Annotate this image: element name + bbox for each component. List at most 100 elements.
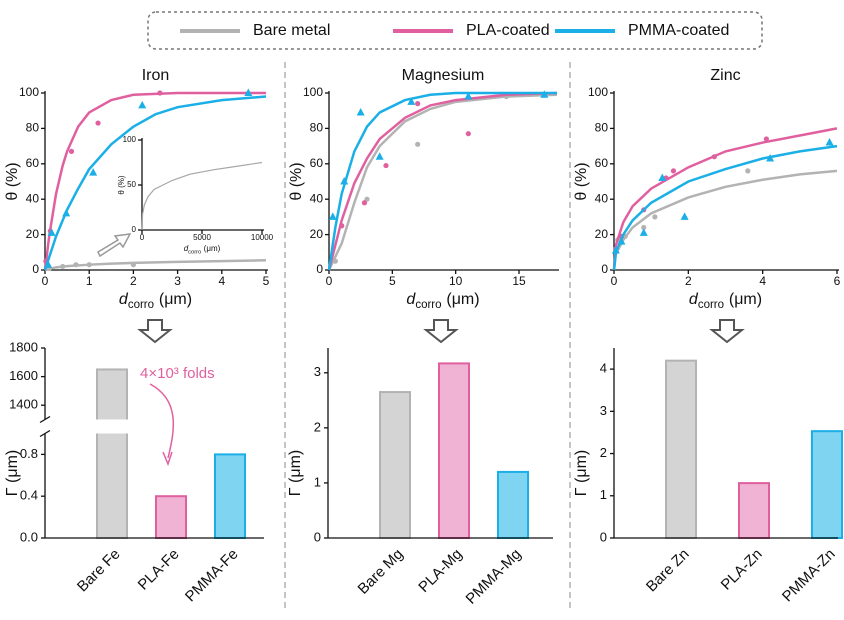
axis-symbol: d [119, 291, 129, 308]
fit-line [44, 259, 267, 272]
y-tick-label: 100 [303, 85, 323, 99]
axis-break-gap [46, 419, 265, 434]
x-tick-label: 6 [834, 274, 841, 288]
x-tick-label: 2 [685, 274, 692, 288]
axis-symbol: d [406, 291, 416, 308]
down-arrow [137, 319, 173, 344]
inset-y-label: θ (%) [117, 175, 126, 194]
point [464, 92, 473, 100]
x-tick-label: 3 [174, 274, 181, 288]
y-tick-label: 3 [600, 403, 607, 418]
down-arrows [97, 233, 745, 344]
axis [44, 91, 268, 271]
fit-line [327, 91, 557, 271]
y-tick-label: 0 [132, 225, 137, 234]
x-tick-label: PMMA-Zn [779, 546, 839, 606]
down-arrow [423, 319, 459, 344]
point [745, 168, 751, 174]
y-tick-label: 40 [595, 191, 609, 205]
axis-unit: (μm) [446, 291, 479, 308]
fit-line [141, 161, 263, 231]
point [138, 100, 147, 109]
x-tick-label: PLA-Zn [718, 546, 766, 594]
point [130, 262, 136, 268]
y-axis-label: Γ (μm) [573, 450, 590, 496]
x-tick-label: 10000 [251, 233, 274, 242]
point [340, 177, 349, 185]
down-arrow [709, 319, 745, 344]
point [658, 173, 667, 181]
y-tick-label: 20 [310, 227, 324, 241]
y-tick-label: 0 [316, 262, 323, 276]
point [641, 224, 647, 231]
x-tick-label: PMMA-Mg [463, 546, 525, 608]
axis-label: dcorro (μm) [406, 291, 479, 311]
x-tick-label: 1 [86, 274, 93, 288]
y-tick-label: 1 [314, 474, 321, 489]
axis-unit: (μm) [159, 291, 192, 308]
point [680, 212, 689, 220]
legend-label: Bare metal [253, 22, 330, 39]
point [68, 148, 75, 155]
y-tick-label: 40 [310, 191, 324, 205]
point [86, 262, 92, 268]
y-tick-label: 0 [32, 262, 39, 276]
y-tick-label: 1400 [9, 397, 38, 412]
y-tick-label: 4 [600, 361, 607, 376]
y-axis-label: θ (%) [573, 162, 590, 200]
y-tick-label: 80 [26, 121, 40, 135]
axis-subscript: corro [188, 249, 201, 255]
y-tick-label: 40 [26, 191, 40, 205]
x-tick-label: 5 [389, 274, 396, 288]
point [73, 262, 79, 268]
fit-line [612, 169, 838, 271]
x-tick-label: 15 [512, 274, 526, 288]
x-tick-label: 0 [42, 274, 49, 288]
point [62, 208, 71, 217]
y-tick-label: 0 [601, 262, 608, 276]
x-tick-label: Bare Zn [643, 546, 693, 596]
point [339, 223, 345, 229]
y-tick-label: 100 [123, 135, 137, 144]
point [95, 120, 101, 126]
axis-unit: (μm) [204, 244, 221, 253]
y-tick-label: 20 [595, 227, 609, 241]
y-tick-label: 80 [310, 121, 324, 135]
bar [811, 430, 843, 539]
point [763, 136, 769, 142]
point [639, 228, 648, 236]
bar [665, 359, 697, 539]
fit-line [327, 91, 558, 271]
y-tick-label: 20 [26, 227, 40, 241]
x-tick-label: PMMA-Fe [182, 546, 242, 606]
point [244, 88, 253, 96]
point [611, 246, 620, 254]
bar [96, 368, 128, 540]
y-tick-label: 60 [310, 156, 324, 170]
x-tick-label: 4 [759, 274, 766, 288]
point [711, 154, 717, 160]
point [332, 258, 338, 264]
y-tick-label: 3 [314, 364, 321, 379]
y-tick-label: 60 [595, 156, 609, 170]
y-axis-label: Γ (μm) [4, 450, 21, 496]
inset-arrow [97, 233, 132, 258]
legend-label: PMMA-coated [628, 22, 729, 39]
panel-title: Iron [142, 67, 170, 84]
axis [141, 138, 264, 231]
y-axis-label: Γ (μm) [287, 450, 304, 496]
annotation-arrow [149, 383, 175, 459]
point [383, 162, 389, 169]
axis [613, 91, 839, 271]
break-mark [39, 429, 51, 438]
axis-subscript: corro [415, 299, 441, 311]
y-tick-label: 2 [314, 419, 321, 434]
break-mark [39, 415, 51, 424]
x-tick-label: 10 [449, 274, 463, 288]
y-tick-label: 80 [595, 121, 609, 135]
axis-subscript: corro [698, 299, 724, 311]
point [465, 131, 471, 137]
point [415, 101, 421, 107]
bar [379, 391, 411, 540]
fit-line [43, 91, 266, 271]
